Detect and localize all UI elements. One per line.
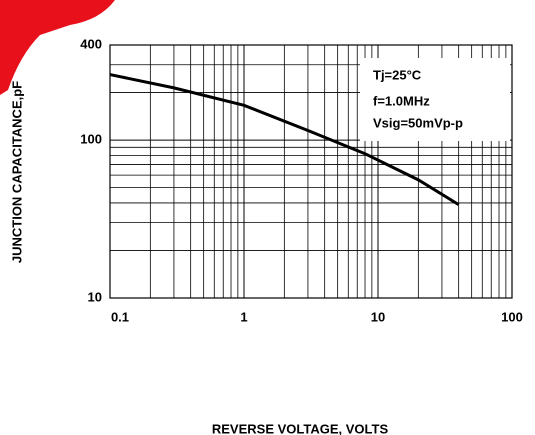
grid <box>109 44 513 299</box>
y-tick-label: 100 <box>80 132 102 147</box>
x-tick-label: 10 <box>371 309 385 324</box>
y-tick-label: 10 <box>88 289 102 304</box>
annotation: f=1.0MHz <box>373 93 430 108</box>
x-tick-label: 100 <box>501 309 523 324</box>
annotation-box <box>360 58 510 141</box>
annotation: Vsig=50mVp-p <box>373 115 463 130</box>
watermark <box>0 0 115 95</box>
annotation: Tj=25°C <box>373 67 422 82</box>
x-axis-label: REVERSE VOLTAGE, VOLTS <box>212 421 389 435</box>
x-tick-label: 0.1 <box>111 309 129 324</box>
plot-frame <box>109 44 513 299</box>
y-tick-label: 400 <box>80 36 102 51</box>
y-axis-label: JUNCTION CAPACITANCE,pF <box>9 81 24 263</box>
curve <box>109 73 460 206</box>
x-tick-label: 1 <box>240 309 247 324</box>
